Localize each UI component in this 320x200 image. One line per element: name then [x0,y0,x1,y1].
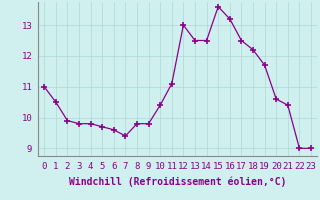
X-axis label: Windchill (Refroidissement éolien,°C): Windchill (Refroidissement éolien,°C) [69,177,286,187]
